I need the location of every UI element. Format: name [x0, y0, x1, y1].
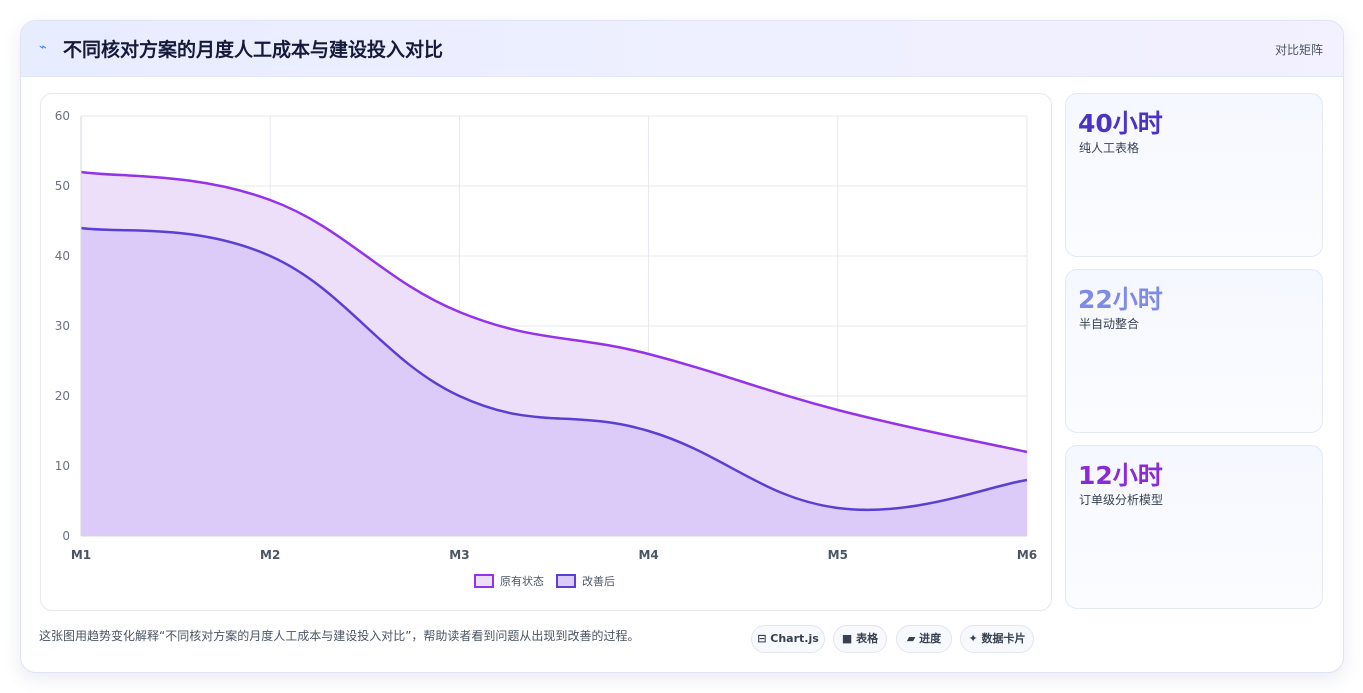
pill-label: 数据卡片 [981, 632, 1026, 645]
area-chart: 0 10 20 30 40 50 60 M1 M2 M3 M4 M5 M6 原有状态 改善后 [55, 109, 1037, 588]
legend-label: 改善后 [582, 574, 615, 588]
stat-card-semi-auto: 22小时 半自动整合 [1065, 269, 1323, 433]
progress-icon: ▰ [906, 632, 916, 645]
stat-value: 12小时 [1078, 461, 1163, 490]
legend-swatch [474, 574, 494, 588]
chart-icon: ⊟ [757, 632, 767, 645]
pill-label: 表格 [856, 632, 879, 645]
y-tick-label: 30 [55, 319, 70, 333]
series-area-1 [81, 228, 1027, 536]
pill-label: Chart.js [770, 632, 819, 645]
stat-card-manual: 40小时 纯人工表格 [1065, 93, 1323, 257]
x-tick-label: M4 [638, 548, 658, 562]
sparkline-icon: ⌁ [39, 40, 47, 55]
stat-card-order-model: 12小时 订单级分析模型 [1065, 445, 1323, 609]
y-tick-label: 10 [55, 459, 70, 473]
pill-label: 进度 [919, 632, 942, 645]
legend-swatch [556, 574, 576, 588]
legend-label: 原有状态 [500, 574, 544, 588]
x-tick-label: M1 [71, 548, 91, 562]
chart-description: 这张图用趋势变化解释“不同核对方案的月度人工成本与建设投入对比”，帮助读者看到问… [39, 629, 640, 643]
table-icon: ■ [841, 632, 853, 645]
stat-value: 22小时 [1078, 285, 1163, 314]
data-cards-pill[interactable]: ✦ 数据卡片 [960, 625, 1034, 653]
series-line-0 [80, 170, 1028, 454]
series-line-1 [80, 226, 1028, 512]
stat-label: 纯人工表格 [1079, 141, 1140, 155]
x-tick-label: M3 [449, 548, 469, 562]
x-tick-label: M2 [260, 548, 280, 562]
progress-pill[interactable]: ▰ 进度 [896, 625, 952, 653]
x-tick-label: M6 [1017, 548, 1037, 562]
stat-label: 半自动整合 [1079, 317, 1140, 331]
chart-card: ⌁ 不同核对方案的月度人工成本与建设投入对比 对比矩阵 0 10 20 30 40 50 6… [20, 20, 1344, 673]
y-tick-label: 0 [62, 529, 70, 543]
x-tick-label: M5 [828, 548, 848, 562]
card-header: ⌁ 不同核对方案的月度人工成本与建设投入对比 对比矩阵 [21, 21, 1343, 77]
chartjs-pill[interactable]: ⊟ Chart.js [751, 625, 825, 653]
y-tick-label: 50 [55, 179, 70, 193]
y-tick-label: 20 [55, 389, 70, 403]
y-tick-label: 40 [55, 249, 70, 263]
page-title: 不同核对方案的月度人工成本与建设投入对比 [63, 39, 444, 61]
cards-icon: ✦ [968, 632, 978, 645]
table-pill[interactable]: ■ 表格 [833, 625, 887, 653]
chart-panel: 0 10 20 30 40 50 60 M1 M2 M3 M4 M5 M6 原有状态 改善后 [40, 93, 1052, 611]
stat-value: 40小时 [1078, 109, 1163, 138]
stat-label: 订单级分析模型 [1079, 493, 1164, 507]
y-tick-label: 60 [55, 109, 70, 123]
comparison-matrix-link[interactable]: 对比矩阵 [1274, 43, 1323, 57]
